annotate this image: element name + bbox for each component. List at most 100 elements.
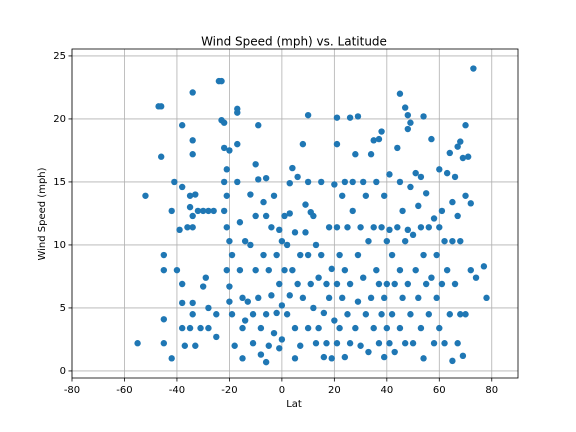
point [205, 207, 212, 215]
point [401, 340, 409, 347]
point [409, 231, 417, 239]
point [281, 212, 288, 220]
point [160, 316, 168, 323]
point [297, 342, 304, 349]
point [234, 178, 241, 186]
point [255, 294, 262, 302]
point [349, 178, 356, 186]
chart-title: Wind Speed (mph) vs. Latitude [201, 35, 387, 49]
point [158, 153, 165, 160]
point [252, 161, 259, 168]
point [189, 299, 196, 307]
point [262, 174, 270, 182]
point [360, 178, 367, 186]
point [236, 266, 244, 274]
point [357, 342, 364, 349]
point [273, 309, 280, 317]
point [436, 166, 443, 173]
point [420, 251, 427, 259]
point [205, 304, 212, 312]
point [294, 173, 301, 181]
point [270, 329, 278, 337]
point [354, 251, 362, 259]
point [260, 251, 267, 259]
point [375, 340, 383, 347]
point [223, 224, 230, 231]
point [286, 179, 293, 187]
point [228, 311, 236, 318]
point [386, 171, 393, 178]
point [315, 274, 322, 281]
point [294, 280, 301, 288]
point [168, 207, 175, 215]
point [383, 280, 391, 288]
point [276, 226, 283, 234]
point [412, 266, 419, 274]
point [462, 122, 469, 129]
point [449, 198, 456, 206]
point [407, 119, 414, 126]
point [459, 154, 467, 162]
point [454, 143, 461, 150]
point [241, 317, 249, 324]
point [344, 224, 351, 231]
point [438, 207, 446, 215]
point [407, 183, 414, 191]
point [178, 324, 186, 332]
point [268, 292, 275, 299]
point [333, 340, 341, 347]
point [160, 340, 168, 347]
point [433, 251, 440, 259]
point [307, 280, 314, 288]
point [220, 178, 228, 186]
point [286, 210, 293, 217]
point [181, 342, 189, 349]
point [318, 178, 325, 186]
point [430, 340, 438, 347]
x-tick-label: -20 [221, 385, 237, 396]
point [464, 153, 472, 160]
x-axis-label: Lat [286, 399, 302, 410]
point [436, 324, 443, 332]
point [194, 207, 202, 215]
point [304, 324, 312, 332]
point [325, 294, 333, 302]
point [373, 266, 380, 274]
point [404, 280, 412, 288]
point [265, 266, 272, 274]
point [289, 164, 296, 172]
point [220, 119, 228, 126]
point [462, 311, 469, 318]
point [244, 298, 251, 305]
point [370, 224, 377, 231]
y-tick-label: 0 [60, 366, 66, 377]
point [401, 104, 409, 111]
point [383, 237, 391, 245]
point [241, 237, 249, 245]
point [396, 266, 404, 274]
point [378, 311, 385, 318]
point [199, 283, 207, 290]
point [234, 140, 241, 148]
y-axis-label: Wind Speed (mph) [37, 167, 48, 260]
point [428, 135, 435, 143]
point [412, 169, 419, 177]
point [160, 251, 168, 259]
point [394, 144, 401, 152]
point [160, 266, 168, 274]
point [186, 203, 194, 211]
point [276, 345, 283, 352]
point [310, 304, 317, 312]
point [304, 178, 312, 186]
point [336, 324, 343, 332]
point [247, 191, 254, 198]
point [341, 353, 349, 361]
point [239, 324, 246, 332]
point [417, 173, 425, 181]
point [278, 302, 286, 309]
point [213, 311, 220, 318]
point [262, 358, 270, 366]
point [381, 294, 388, 302]
point [346, 340, 354, 347]
